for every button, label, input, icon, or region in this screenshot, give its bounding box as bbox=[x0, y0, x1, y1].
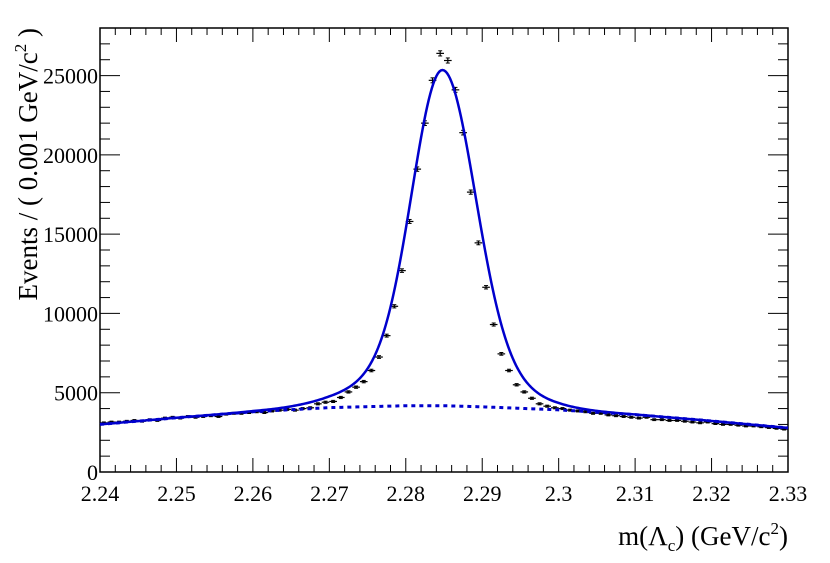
y-tick-label: 25000 bbox=[43, 64, 98, 89]
x-tick-label: 2.3 bbox=[545, 481, 573, 506]
data-point bbox=[505, 368, 513, 373]
data-point bbox=[321, 400, 330, 404]
data-point bbox=[336, 395, 345, 400]
data-point bbox=[680, 419, 689, 423]
x-tick-label: 2.25 bbox=[157, 481, 196, 506]
data-point bbox=[612, 414, 620, 418]
x-tick-label: 2.29 bbox=[463, 481, 502, 506]
data-point bbox=[214, 415, 223, 418]
data-point bbox=[474, 240, 483, 246]
x-tick-label: 2.24 bbox=[81, 481, 120, 506]
data-point bbox=[314, 402, 322, 406]
data-point bbox=[382, 333, 391, 338]
data-point bbox=[558, 407, 567, 411]
data-point bbox=[352, 385, 360, 389]
data-point bbox=[520, 390, 529, 394]
data-point bbox=[543, 404, 552, 408]
data-point bbox=[329, 399, 337, 403]
data-point bbox=[528, 396, 536, 400]
data-point bbox=[436, 50, 444, 57]
data-point bbox=[719, 423, 727, 426]
data-point bbox=[696, 421, 704, 425]
y-tick-labels: 0 5000 10000 15000 20000 25000 bbox=[43, 64, 98, 485]
y-tick-label: 15000 bbox=[43, 222, 98, 247]
data-point bbox=[627, 415, 636, 419]
data-point bbox=[551, 406, 559, 410]
y-tick-label: 10000 bbox=[43, 301, 98, 326]
data-point bbox=[344, 390, 353, 394]
x-tick-label: 2.28 bbox=[387, 481, 426, 506]
data-point bbox=[650, 418, 659, 422]
x-tick-label: 2.27 bbox=[310, 481, 349, 506]
x-tick-label: 2.26 bbox=[234, 481, 273, 506]
x-tick-label: 2.32 bbox=[692, 481, 731, 506]
data-point bbox=[497, 351, 506, 356]
y-tick-label: 20000 bbox=[43, 143, 98, 168]
data-point bbox=[512, 383, 521, 387]
x-axis-title: m(Λc) (GeV/c2) bbox=[618, 519, 788, 555]
data-point bbox=[359, 379, 368, 384]
y-tick-label: 0 bbox=[87, 460, 98, 485]
data-point bbox=[673, 419, 681, 422]
data-points bbox=[100, 50, 788, 431]
data-point bbox=[466, 189, 475, 195]
data-point bbox=[635, 416, 643, 420]
axis-ticks bbox=[99, 27, 789, 473]
y-axis-title: Events / ( 0.001 GeV/c2 ) bbox=[11, 28, 43, 300]
x-tick-label: 2.33 bbox=[769, 481, 808, 506]
data-point bbox=[444, 57, 452, 64]
data-point bbox=[375, 355, 383, 359]
data-point bbox=[619, 415, 628, 418]
total-fit-curve bbox=[99, 68, 789, 430]
data-point bbox=[535, 402, 544, 406]
y-tick-label: 5000 bbox=[54, 381, 98, 406]
data-point bbox=[367, 368, 376, 373]
data-point bbox=[482, 285, 490, 290]
data-point bbox=[665, 419, 674, 422]
x-tick-labels: 2.24 2.25 2.26 2.27 2.28 2.29 2.3 2.31 2.32 2.33 bbox=[81, 481, 808, 506]
data-point bbox=[688, 420, 697, 424]
data-point bbox=[658, 418, 666, 422]
data-point bbox=[489, 322, 498, 327]
x-tick-label: 2.31 bbox=[616, 481, 655, 506]
